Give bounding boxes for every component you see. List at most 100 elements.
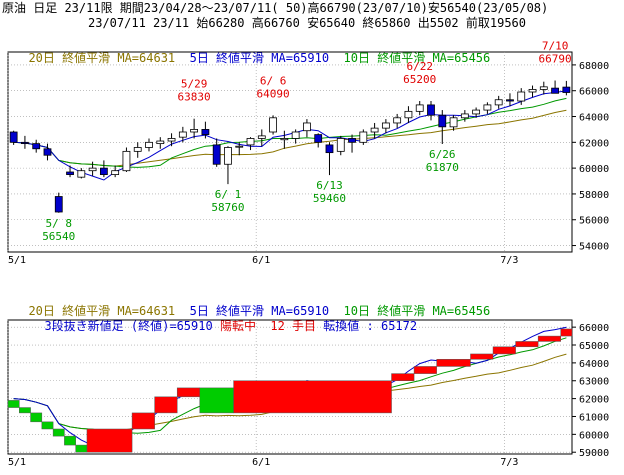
annotation-value: 63830	[178, 91, 211, 104]
candle-body	[43, 148, 52, 156]
candle-body	[528, 89, 537, 93]
new-price-block	[19, 407, 31, 414]
new-price-block	[7, 400, 20, 408]
new-price-block	[436, 359, 471, 367]
candle-body	[494, 99, 503, 106]
top-chart-grid	[7, 52, 572, 252]
candle-body	[427, 104, 435, 116]
candle-body	[167, 138, 176, 142]
candle-body	[336, 138, 345, 152]
top-ma5-label: 5日 終値平滑 MA=65910	[189, 51, 330, 65]
candle-body	[9, 131, 18, 143]
annotation-date: 6/13	[316, 179, 343, 192]
x-tick-label: 6/1	[252, 255, 270, 266]
bottom-ma-legend: 20日 終値平滑 MA=64631 5日 終値平滑 MA=65910 10日 終…	[14, 290, 490, 318]
candle-body	[280, 138, 289, 141]
new-price-block	[86, 428, 133, 453]
ma5-line	[13, 90, 567, 181]
candle-body	[415, 104, 424, 112]
y-tick-label: 66000	[579, 87, 609, 98]
candle-body	[99, 167, 108, 175]
candlestick-series	[9, 80, 571, 213]
candle-body	[77, 170, 86, 178]
new-price-block	[75, 444, 88, 453]
candle-body	[246, 138, 255, 146]
y-tick-label: 66000	[579, 323, 609, 334]
top-chart-border	[7, 51, 573, 253]
y-tick-label: 64000	[579, 359, 609, 370]
candle-body	[145, 141, 153, 148]
y-tick-label: 61000	[579, 412, 609, 423]
candle-body	[257, 135, 266, 139]
candle-body	[178, 131, 187, 138]
top-ma20-label: 20日 終値平滑 MA=64631	[28, 51, 176, 65]
candle-body	[506, 99, 514, 102]
new-price-block	[52, 428, 65, 437]
new-price-block	[515, 341, 539, 348]
candle-body	[32, 143, 41, 150]
candle-body	[303, 122, 311, 132]
annotation-date: 6/ 6	[260, 74, 287, 87]
candle-body	[393, 117, 402, 124]
new-price-block	[413, 366, 437, 374]
candle-body	[404, 110, 413, 119]
sanpon-legend: 3段抜き新値足 (終値)=65910 陽転中 12 手目 転換値 : 65172	[30, 305, 417, 333]
candle-body	[291, 131, 300, 139]
annotation-date: 6/26	[429, 148, 456, 161]
candle-body	[21, 141, 29, 145]
candle-body	[370, 127, 379, 133]
candle-body	[325, 144, 334, 154]
annotation-date: 5/29	[181, 78, 208, 91]
candle-body	[122, 150, 131, 172]
candle-body	[460, 113, 469, 119]
candle-body	[483, 104, 492, 111]
annotation-date: 6/ 1	[215, 188, 242, 201]
candle-body	[449, 117, 458, 128]
candle-body	[269, 117, 277, 133]
y-tick-label: 60000	[579, 164, 609, 175]
new-price-block-series	[7, 328, 573, 453]
candle-body	[190, 129, 199, 133]
y-tick-label: 62000	[579, 138, 609, 149]
y-tick-label: 58000	[579, 190, 609, 201]
new-price-block	[537, 335, 561, 342]
y-tick-label: 62000	[579, 395, 609, 406]
new-price-block	[41, 421, 54, 430]
y-tick-label: 65000	[579, 341, 609, 352]
candle-body	[551, 87, 559, 94]
candle-body	[88, 167, 97, 172]
annotation-date: 6/22	[406, 60, 433, 73]
y-tick-label: 59000	[579, 448, 609, 459]
y-tick-label: 68000	[579, 61, 609, 72]
candle-body	[472, 109, 481, 115]
candle-body	[348, 138, 356, 143]
candle-body	[314, 134, 323, 143]
annotation-value: 61870	[426, 161, 459, 174]
annotation-value: 64090	[257, 87, 290, 100]
annotation-date: 5/ 8	[46, 217, 73, 230]
candle-body	[201, 129, 210, 135]
new-price-block	[199, 387, 234, 414]
y-tick-label: 54000	[579, 242, 609, 253]
candle-body	[212, 144, 221, 165]
candle-body	[54, 196, 63, 213]
bottom-ma10-label: 10日 終値平滑 MA=65456	[343, 304, 491, 318]
top-chart-frame	[7, 51, 573, 253]
bottom-ma20-label: 20日 終値平滑 MA=64631	[28, 304, 176, 318]
ma10-line	[13, 97, 567, 168]
sanpon-value-label: 3段抜き新値足 (終値)=65910	[44, 319, 213, 333]
bottom-ma5-label: 5日 終値平滑 MA=65910	[189, 304, 330, 318]
new-price-block	[176, 387, 201, 398]
x-tick-label: 5/1	[8, 457, 26, 468]
y-tick-label: 60000	[579, 430, 609, 441]
candle-body	[224, 147, 232, 165]
annotation-value: 58760	[211, 201, 244, 214]
candle-body	[359, 131, 368, 143]
top-ma-lines	[13, 90, 567, 181]
annotation-value: 66790	[539, 53, 572, 66]
x-tick-label: 6/1	[252, 457, 270, 468]
candle-body	[562, 86, 571, 93]
candle-body	[539, 86, 548, 90]
